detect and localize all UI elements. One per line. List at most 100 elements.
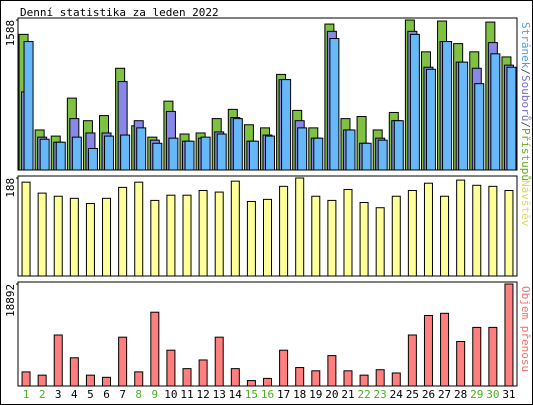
bar bbox=[198, 190, 208, 277]
bar bbox=[458, 61, 469, 171]
bar bbox=[313, 137, 324, 171]
legend-entry: Stránek bbox=[519, 22, 532, 69]
legend-entry: Souborů bbox=[519, 75, 532, 121]
bar bbox=[472, 184, 482, 277]
bar bbox=[343, 370, 353, 387]
bar bbox=[440, 312, 450, 387]
x-tick-label: 6 bbox=[103, 388, 110, 401]
bar bbox=[393, 120, 404, 171]
bar bbox=[246, 200, 256, 277]
bar bbox=[359, 202, 369, 277]
bar bbox=[311, 370, 321, 387]
x-tick-label: 8 bbox=[135, 388, 142, 401]
x-tick-label: 11 bbox=[180, 388, 193, 401]
bar bbox=[134, 371, 144, 387]
x-tick-label: 7 bbox=[119, 388, 126, 401]
bar bbox=[472, 326, 482, 387]
y-tick-label: 18892 bbox=[4, 284, 17, 317]
bar bbox=[71, 136, 82, 171]
bar bbox=[246, 380, 256, 387]
x-tick-label: 1 bbox=[23, 388, 30, 401]
bar bbox=[506, 66, 517, 171]
x-tick-label: 9 bbox=[152, 388, 159, 401]
legend-separator: / bbox=[519, 68, 532, 75]
bar bbox=[214, 336, 224, 387]
x-tick-label: 14 bbox=[229, 388, 243, 401]
x-tick-label: 10 bbox=[164, 388, 177, 401]
bar bbox=[311, 195, 321, 277]
bar bbox=[391, 195, 401, 277]
bar bbox=[55, 141, 66, 171]
bar bbox=[182, 368, 192, 387]
bar bbox=[69, 357, 79, 387]
x-tick-label: 29 bbox=[470, 388, 483, 401]
bar bbox=[53, 334, 63, 387]
legend-separator: / bbox=[519, 121, 532, 128]
bar bbox=[200, 136, 211, 171]
bar bbox=[488, 185, 498, 277]
bar bbox=[263, 198, 272, 277]
legend-entry: Přístupů bbox=[519, 128, 532, 181]
chart-title: Denní statistika za leden 2022 bbox=[20, 6, 219, 19]
legend-entry: Objem přenosu bbox=[519, 286, 532, 372]
bar bbox=[295, 367, 305, 387]
bar bbox=[407, 190, 417, 277]
bar bbox=[375, 369, 385, 387]
bar bbox=[297, 127, 308, 171]
legend: Objem přenosu bbox=[519, 286, 532, 372]
bar bbox=[442, 41, 453, 171]
bar bbox=[295, 177, 305, 277]
legend: Návštěv bbox=[519, 180, 532, 227]
bar bbox=[37, 192, 47, 277]
bar bbox=[21, 371, 31, 387]
bar bbox=[23, 41, 34, 171]
bar bbox=[440, 195, 450, 277]
x-tick-label: 15 bbox=[245, 388, 258, 401]
x-tick-label: 24 bbox=[390, 388, 404, 401]
x-tick-label: 5 bbox=[87, 388, 94, 401]
bar bbox=[150, 199, 160, 277]
bar bbox=[69, 197, 79, 277]
bar bbox=[423, 182, 433, 277]
bar bbox=[279, 349, 289, 387]
bar bbox=[232, 118, 243, 171]
bar bbox=[184, 140, 195, 171]
bar bbox=[327, 355, 337, 387]
bar bbox=[265, 135, 275, 171]
x-tick-label: 18 bbox=[293, 388, 306, 401]
x-tick-label: 22 bbox=[357, 388, 370, 401]
bar bbox=[391, 372, 401, 387]
x-tick-label: 4 bbox=[71, 388, 78, 401]
bar bbox=[182, 194, 192, 277]
bar bbox=[279, 185, 289, 277]
bar bbox=[456, 341, 466, 387]
x-tick-label: 3 bbox=[55, 388, 62, 401]
x-tick-label: 19 bbox=[309, 388, 322, 401]
x-tick-label: 28 bbox=[454, 388, 467, 401]
x-tick-label: 26 bbox=[422, 388, 435, 401]
y-tick-label: 1588 bbox=[4, 20, 17, 47]
bar bbox=[343, 188, 353, 277]
bar bbox=[166, 349, 176, 387]
bar bbox=[21, 181, 31, 277]
x-tick-label: 23 bbox=[374, 388, 387, 401]
bar bbox=[37, 374, 47, 387]
bar bbox=[474, 83, 485, 171]
bar bbox=[329, 38, 340, 171]
x-tick-label: 21 bbox=[341, 388, 354, 401]
bar bbox=[425, 68, 436, 171]
bar bbox=[375, 207, 385, 277]
bar bbox=[53, 195, 63, 277]
bar bbox=[377, 139, 388, 171]
bar bbox=[345, 129, 356, 171]
bar bbox=[150, 311, 160, 387]
y-tick-label: 188 bbox=[4, 178, 17, 198]
bar bbox=[248, 140, 259, 171]
bar bbox=[263, 377, 272, 387]
x-tick-label: 25 bbox=[406, 388, 419, 401]
bar bbox=[216, 133, 227, 171]
x-tick-label: 17 bbox=[277, 388, 290, 401]
legend: Stránek/Souborů/Přístupů bbox=[519, 22, 532, 181]
legend-entry: Návštěv bbox=[519, 180, 532, 227]
